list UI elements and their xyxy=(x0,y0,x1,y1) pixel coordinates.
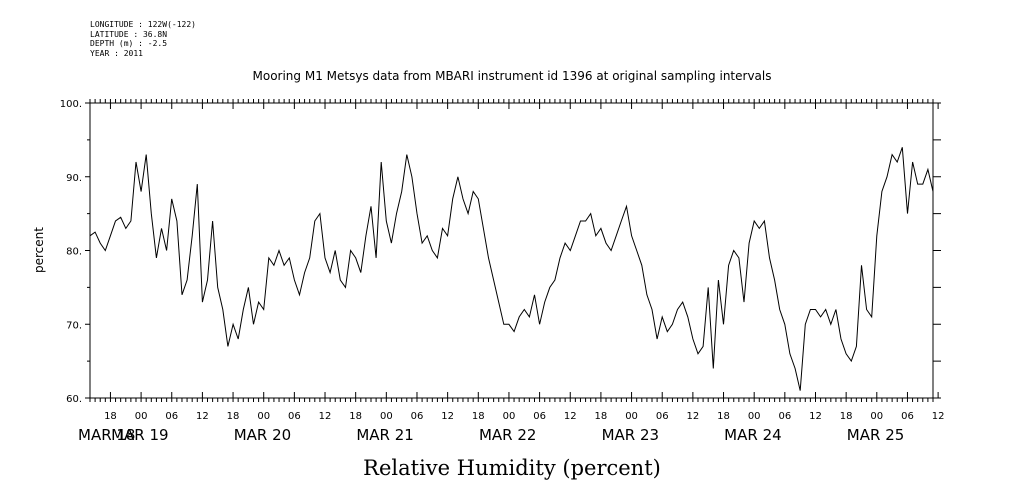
y-tick-label: 80. xyxy=(66,247,82,258)
x-ticks: 18 00 06 12 18 00 06 12 18 00 06 12 18 00 06 12 18 00 06 12… xyxy=(78,103,944,444)
x-hour-label: 00 xyxy=(257,411,270,422)
y-tick-label: 70. xyxy=(66,320,82,331)
x-hour-label: 00 xyxy=(135,411,148,422)
x-axis-title: Relative Humidity (percent) xyxy=(363,456,661,480)
x-hour-label: 12 xyxy=(932,411,945,422)
x-hour-label: 18 xyxy=(595,411,608,422)
x-hour-label: 12 xyxy=(687,411,700,422)
y-ticks: 60. 70. 80. 90. 100. xyxy=(60,99,941,405)
x-hour-label: 06 xyxy=(533,411,546,422)
x-hour-label: 12 xyxy=(809,411,822,422)
x-hour-label: 06 xyxy=(411,411,424,422)
x-hour-label: 18 xyxy=(227,411,240,422)
x-hour-label: 00 xyxy=(380,411,393,422)
x-date-label: MAR 23 xyxy=(602,426,659,444)
series-line xyxy=(89,147,934,391)
x-hour-label: 12 xyxy=(441,411,454,422)
depth-text: DEPTH (m) : -2.5 xyxy=(90,39,168,48)
y-tick-label: 100. xyxy=(60,99,82,110)
x-date-label: MAR 24 xyxy=(724,426,781,444)
x-hour-label: 06 xyxy=(288,411,301,422)
x-date-label: MAR 18 xyxy=(78,426,135,444)
y-axis-label: percent xyxy=(32,227,46,273)
x-hour-label: 18 xyxy=(349,411,362,422)
x-date-label: MAR 22 xyxy=(479,426,536,444)
x-hour-label: 06 xyxy=(778,411,791,422)
longitude-text: LONGITUDE : 122W(-122) xyxy=(90,20,196,29)
x-hour-label: 12 xyxy=(319,411,332,422)
x-date-label: MAR 21 xyxy=(356,426,413,444)
x-hour-label: 00 xyxy=(625,411,638,422)
plot-frame xyxy=(89,102,934,399)
x-date-label: MAR 20 xyxy=(234,426,291,444)
x-hour-label: 18 xyxy=(717,411,730,422)
x-hour-label: 00 xyxy=(503,411,516,422)
x-hour-label: 06 xyxy=(901,411,914,422)
x-date-label: MAR 25 xyxy=(847,426,904,444)
latitude-text: LATITUDE : 36.8N xyxy=(90,29,168,39)
x-hour-label: 00 xyxy=(748,411,761,422)
x-hour-label: 06 xyxy=(165,411,178,422)
x-hour-label: 18 xyxy=(104,411,117,422)
y-tick-label: 90. xyxy=(66,173,82,184)
x-hour-label: 18 xyxy=(472,411,485,422)
minor-ticks xyxy=(89,99,934,402)
x-hour-label: 06 xyxy=(656,411,669,422)
x-date-label: MAR 19 xyxy=(111,426,168,444)
year-text: YEAR : 2011 xyxy=(90,48,143,58)
x-hour-label: 00 xyxy=(870,411,883,422)
x-hour-label: 18 xyxy=(840,411,853,422)
metadata-block: LONGITUDE : 122W(-122) LATITUDE : 36.8N … xyxy=(90,20,196,58)
chart-title: Mooring M1 Metsys data from MBARI instru… xyxy=(253,69,772,83)
x-hour-label: 12 xyxy=(196,411,209,422)
x-hour-label: 12 xyxy=(564,411,577,422)
y-tick-label: 60. xyxy=(66,394,82,405)
